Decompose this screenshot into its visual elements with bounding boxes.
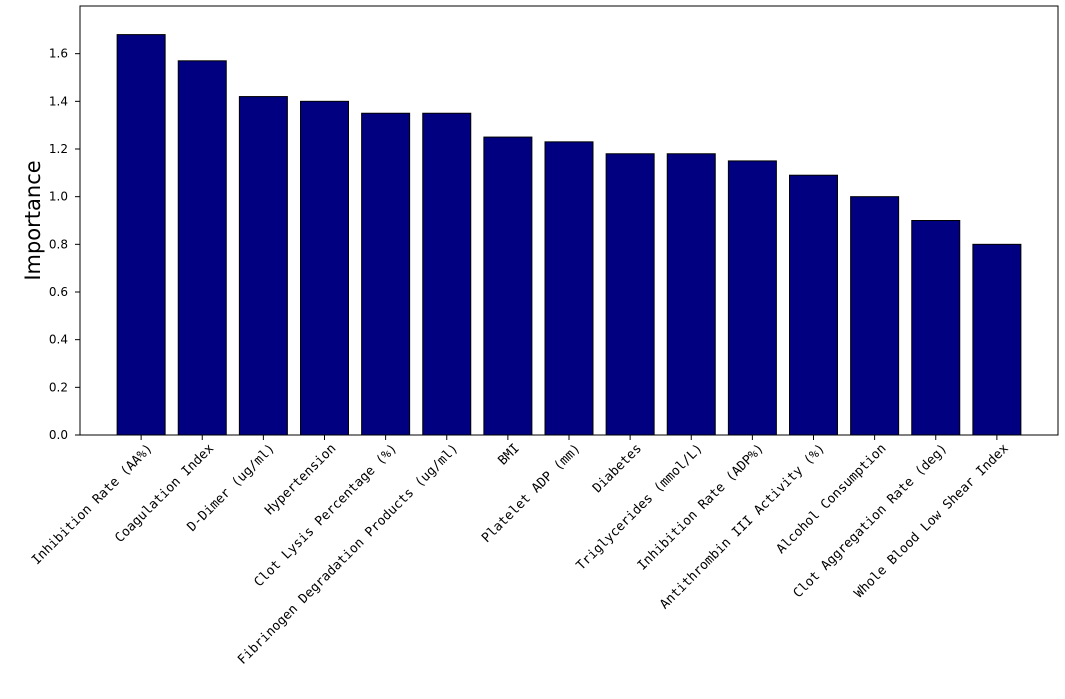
x-category-label: Triglycerides (mmol/L)	[574, 441, 706, 573]
bar	[422, 112, 472, 436]
y-axis: 0.0 0.2 0.4 0.6 0.8 1.0 1.2 1.4 1.6	[49, 47, 80, 442]
bar	[544, 141, 594, 436]
x-category-label: Coagulation Index	[112, 441, 217, 546]
x-category-label: Diabetes	[590, 441, 645, 496]
x-category-label: Inhibition Rate (AA%)	[29, 441, 156, 568]
y-axis-title: Importance	[21, 160, 45, 280]
y-tick-label: 0.8	[49, 237, 68, 251]
x-axis: Inhibition Rate (AA%)Coagulation IndexD-…	[29, 435, 1012, 668]
bar	[361, 112, 411, 436]
bar	[605, 153, 655, 436]
bar	[116, 34, 166, 436]
bar	[483, 136, 533, 436]
y-tick-label: 0.0	[49, 428, 68, 442]
y-tick-label: 1.0	[49, 190, 68, 204]
y-tick-label: 0.2	[49, 380, 68, 394]
x-category-label: Alcohol Consumption	[774, 441, 890, 557]
bar	[972, 243, 1022, 436]
y-tick-label: 0.4	[49, 333, 68, 347]
bar	[666, 153, 716, 436]
x-category-label: Inhibition Rate (ADP%)	[635, 441, 767, 573]
bar	[238, 96, 288, 436]
x-category-label: Fibrinogen Degradation Products (ug/ml)	[235, 441, 461, 667]
y-tick-label: 1.4	[49, 94, 68, 108]
bar	[727, 160, 777, 436]
x-category-label: Platelet ADP (mm)	[479, 441, 584, 546]
x-category-label: BMI	[495, 441, 522, 468]
bar	[911, 220, 961, 436]
bars-group	[116, 34, 1022, 436]
bar	[789, 174, 838, 436]
y-tick-label: 1.6	[49, 47, 68, 61]
bar	[850, 196, 900, 436]
y-tick-label: 1.2	[49, 142, 68, 156]
y-tick-label: 0.6	[49, 285, 68, 299]
bar	[300, 100, 349, 436]
bar	[177, 60, 227, 436]
